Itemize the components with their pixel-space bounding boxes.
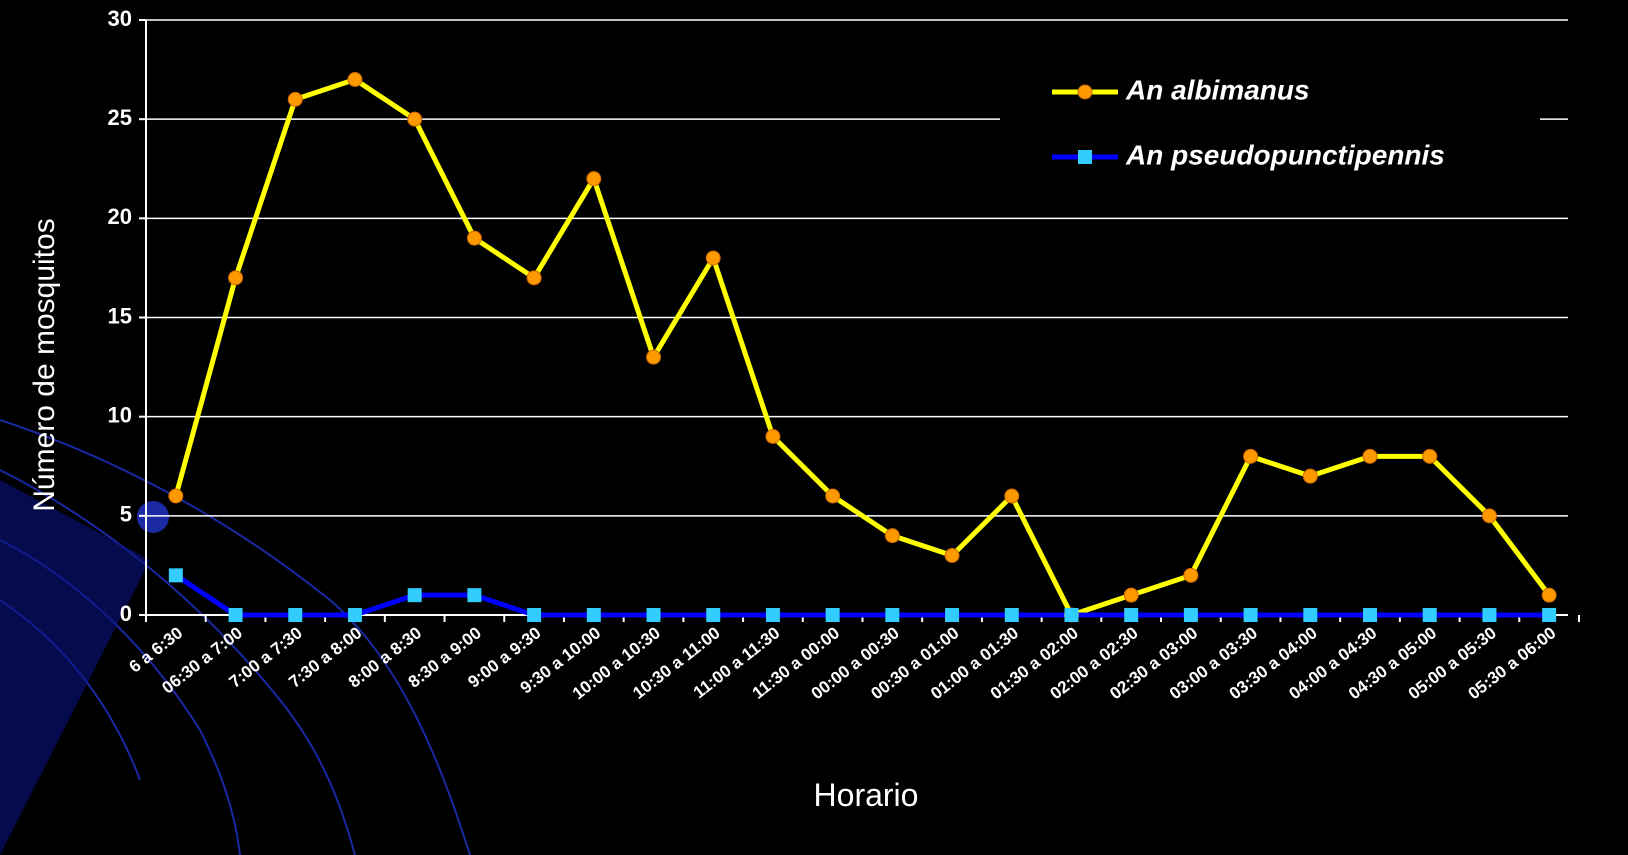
data-point: [407, 111, 423, 127]
background-decoration: [0, 480, 150, 855]
data-point: [646, 349, 662, 365]
y-axis-label: Número de mosquitos: [28, 218, 61, 511]
data-point: [168, 488, 184, 504]
data-point: [765, 429, 781, 444]
data-point: [885, 608, 900, 622]
data-point: [1422, 448, 1438, 464]
data-point: [1541, 587, 1557, 603]
data-point: [646, 608, 661, 622]
data-point: [287, 91, 303, 107]
series-line: [173, 77, 1552, 618]
y-tick-label: 0: [120, 601, 132, 626]
data-point: [944, 548, 960, 563]
data-point: [1482, 608, 1497, 622]
legend-label: An albimanus: [1125, 74, 1310, 105]
legend-label: An pseudopunctipennis: [1125, 139, 1445, 170]
data-point: [1124, 608, 1139, 622]
data-point: [586, 608, 601, 622]
data-point: [705, 250, 721, 266]
data-point: [586, 171, 602, 187]
data-point: [1542, 608, 1557, 622]
data-point: [1064, 608, 1079, 622]
series-line: [174, 573, 1550, 618]
data-point: [1243, 448, 1259, 464]
data-point: [288, 608, 303, 622]
data-point: [527, 608, 542, 622]
data-point: [1303, 608, 1318, 622]
legend-box: [1000, 60, 1540, 205]
data-point: [1481, 508, 1497, 524]
background-decoration: [137, 501, 169, 533]
y-tick-label: 15: [108, 303, 132, 328]
data-point: [1183, 567, 1199, 583]
data-point: [1183, 608, 1198, 622]
data-point: [1004, 608, 1019, 622]
data-point: [706, 608, 721, 622]
x-axis-label: Horario: [814, 777, 919, 813]
y-tick-label: 10: [108, 402, 132, 427]
data-point: [1123, 587, 1139, 603]
data-point: [347, 608, 362, 622]
data-point: [884, 528, 900, 544]
data-point: [825, 608, 840, 622]
data-point: [407, 588, 422, 603]
data-point: [765, 608, 780, 622]
data-point: [1243, 608, 1258, 622]
data-point: [1422, 608, 1437, 622]
data-point: [466, 230, 482, 246]
data-point: [825, 488, 841, 504]
legend-marker: [1078, 150, 1092, 164]
y-tick-label: 20: [108, 204, 132, 229]
data-point: [526, 270, 542, 286]
data-point: [168, 568, 183, 583]
y-tick-label: 25: [108, 105, 132, 130]
y-tick-label: 5: [120, 502, 132, 527]
data-point: [228, 270, 244, 286]
legend-marker: [1077, 84, 1093, 100]
data-point: [228, 608, 243, 622]
y-tick-label: 30: [108, 6, 132, 31]
data-point: [945, 608, 960, 622]
data-point: [1004, 488, 1020, 504]
data-point: [1363, 608, 1378, 622]
data-point: [1302, 468, 1318, 484]
data-point: [1362, 448, 1378, 464]
data-point: [467, 588, 482, 603]
data-point: [347, 72, 363, 87]
